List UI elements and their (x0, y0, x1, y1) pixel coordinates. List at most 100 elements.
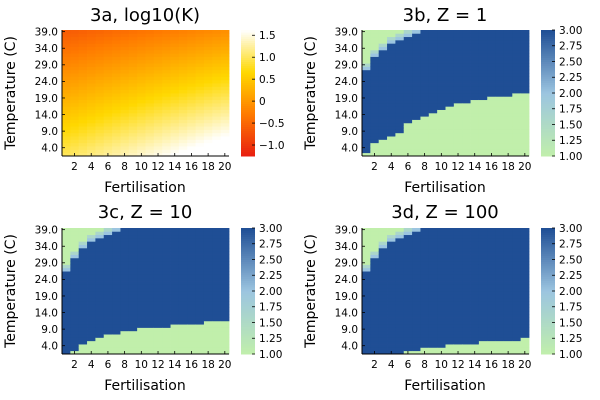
heatmap-cell (170, 139, 180, 144)
heatmap-cell (170, 122, 180, 127)
heatmap-cell (478, 261, 488, 265)
heatmap-cell (195, 122, 205, 127)
heatmap-cell (212, 267, 222, 272)
heatmap-cell (195, 53, 205, 57)
heatmap-cell (453, 257, 463, 262)
heatmap-cell (420, 79, 430, 84)
heatmap-cell (70, 66, 80, 71)
heatmap-cell (520, 43, 530, 47)
colorbar-segment (541, 333, 555, 336)
heatmap-cell (512, 79, 522, 84)
heatmap-cell (120, 317, 130, 322)
heatmap-cell (495, 334, 505, 338)
heatmap-cell (520, 79, 530, 84)
heatmap-cell (178, 86, 188, 91)
heatmap-cell (187, 59, 196, 64)
heatmap-cell (395, 327, 405, 332)
heatmap-cell (462, 116, 471, 120)
heatmap-cell (70, 271, 80, 275)
heatmap-cell (195, 237, 205, 242)
y-axis-label: Temperature (C) (3, 234, 19, 349)
heatmap-cell (403, 33, 413, 38)
heatmap-cell (503, 251, 513, 255)
heatmap-cell (478, 142, 488, 147)
heatmap-cell (203, 126, 213, 130)
heatmap-cell (203, 132, 213, 137)
colorbar-segment (241, 303, 255, 307)
heatmap-cell (137, 126, 146, 130)
heatmap-cell (437, 317, 446, 322)
heatmap-cell (520, 93, 530, 97)
heatmap-cell (387, 112, 396, 117)
heatmap-cell (412, 36, 421, 41)
colorbar-segment (241, 111, 255, 115)
heatmap-cell (145, 93, 155, 97)
heatmap-cell (362, 79, 371, 84)
heatmap-cell (212, 59, 222, 64)
heatmap-cell (187, 314, 196, 318)
colorbar-segment (241, 88, 255, 92)
heatmap-cell (487, 136, 496, 140)
heatmap-cell (378, 274, 388, 279)
heatmap-cell (378, 112, 388, 117)
heatmap-cell (362, 69, 371, 74)
heatmap-cell (162, 347, 171, 352)
heatmap-cell (420, 146, 430, 150)
heatmap-cell (128, 73, 138, 77)
heatmap-cell (370, 287, 380, 292)
heatmap-cell (87, 257, 96, 262)
colorbar-segment (241, 126, 255, 130)
heatmap-cell (178, 287, 188, 292)
heatmap-cell (370, 277, 380, 282)
heatmap-cell (87, 237, 96, 242)
heatmap-cell (128, 139, 138, 144)
heatmap-cell (453, 307, 463, 312)
heatmap-cell (78, 261, 88, 265)
heatmap-cell (162, 59, 171, 64)
heatmap-cell (203, 330, 213, 335)
heatmap-cell (112, 56, 121, 61)
heatmap-cell (403, 106, 413, 110)
heatmap-cell (87, 231, 96, 236)
heatmap-cell (112, 327, 121, 332)
heatmap-cell (428, 132, 438, 137)
heatmap-cell (195, 83, 205, 87)
heatmap-cell (128, 99, 138, 104)
heatmap-cell (62, 63, 71, 67)
heatmap-cell (78, 237, 88, 242)
heatmap-cell (453, 314, 463, 318)
colorbar-segment (241, 270, 255, 273)
heatmap-cell (445, 241, 455, 245)
heatmap-cell (462, 99, 471, 104)
heatmap-cell (103, 274, 113, 279)
heatmap-cell (370, 297, 380, 302)
heatmap-cell (470, 324, 480, 328)
heatmap-cell (62, 320, 71, 325)
y-tick-label: 34.0 (335, 43, 358, 55)
heatmap-cell (420, 102, 430, 107)
heatmap-cell (153, 136, 163, 140)
heatmap-cell (70, 314, 80, 318)
heatmap-cell (153, 257, 163, 262)
heatmap-cell (70, 39, 80, 44)
heatmap-cell (503, 76, 513, 81)
heatmap-cell (487, 228, 496, 232)
heatmap-cell (412, 129, 421, 134)
heatmap-cell (95, 228, 105, 232)
heatmap-cell (120, 247, 130, 252)
heatmap-cell (120, 119, 130, 124)
heatmap-cell (220, 254, 230, 259)
heatmap-cell (220, 241, 230, 245)
heatmap-cell (120, 93, 130, 97)
heatmap-cell (203, 287, 213, 292)
heatmap-cell (462, 254, 471, 259)
heatmap-cell (70, 307, 80, 312)
heatmap-cell (62, 53, 71, 57)
heatmap-cell (137, 234, 146, 239)
heatmap-cell (153, 112, 163, 117)
heatmap-cell (137, 247, 146, 252)
heatmap-cell (95, 294, 105, 299)
heatmap-cell (145, 307, 155, 312)
heatmap-cell (362, 241, 371, 245)
heatmap-cell (95, 287, 105, 292)
